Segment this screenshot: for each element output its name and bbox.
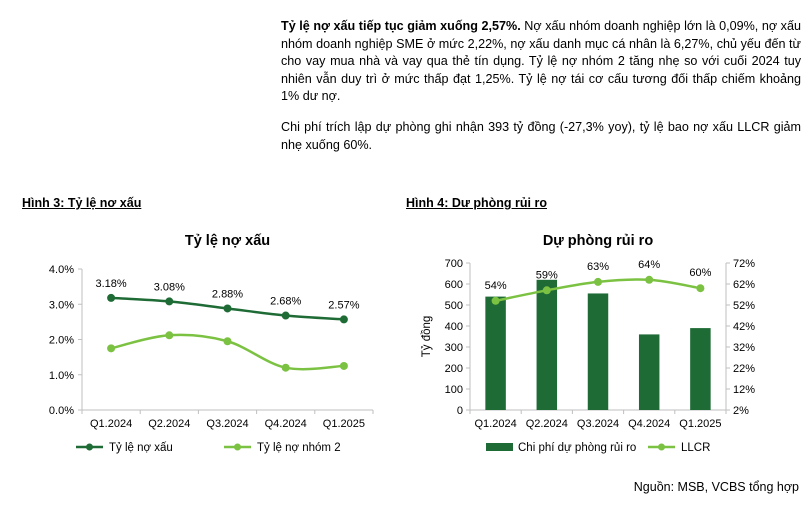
bar-provision [485,296,506,410]
legend-label-bars: Chi phí dự phòng rủi ro [518,442,636,454]
y-tick-label: 0.0% [49,405,74,417]
y-tick-label: 100 [445,384,463,396]
series-1-point [223,304,232,313]
bar-provision [587,293,609,410]
y2-tick-label: 62% [733,279,755,291]
x-tick-label: Q1.2024 [90,418,132,430]
series-2-point [223,337,232,346]
llcr-point [594,277,602,286]
y-tick-label: 0 [457,405,463,417]
x-tick-label: Q3.2024 [577,418,619,430]
y2-tick-label: 42% [733,321,755,333]
y-tick-label: 1.0% [49,370,74,382]
llcr-point [696,284,705,293]
legend-marker-llcr [658,443,665,451]
series-1-point [339,315,348,324]
x-tick-label: Q1.2024 [474,418,516,430]
legend-label-1: Tỷ lệ nợ xấu [109,442,173,454]
series-2-point [281,363,290,372]
series-1-point [165,297,174,306]
paragraph-npl-lead: Tỷ lệ nợ xấu tiếp tục giảm xuống 2,57%. [281,19,521,33]
chart-title: Dự phòng rủi ro [543,233,654,249]
legend-swatch-bars [486,443,513,451]
bar-provision [638,334,660,410]
data-label: 64% [638,259,660,271]
chart-title: Tỷ lệ nợ xấu [185,233,270,249]
source-note: Nguồn: MSB, VCBS tổng hợp [633,480,799,494]
paragraph-npl-body: Nợ xấu nhóm doanh nghiệp lớn là 0,09%, n… [281,19,801,104]
legend-label-llcr: LLCR [681,442,710,454]
data-label: 59% [536,269,558,281]
series-1-point [107,293,116,302]
data-label: 63% [587,261,609,273]
series-2-point [107,344,116,353]
y2-tick-label: 12% [733,384,755,396]
y-tick-label: 700 [445,258,463,270]
y-tick-label: 300 [445,342,463,354]
data-label: 2.88% [212,288,243,300]
y-tick-label: 400 [445,321,463,333]
series-2-point [339,361,348,370]
paragraph-npl: Tỷ lệ nợ xấu tiếp tục giảm xuống 2,57%. … [281,18,801,106]
y-tick-label: 3.0% [49,299,74,311]
npl-ratio-chart-svg: Tỷ lệ nợ xấu 0.0% 1.0% 2.0% 3.0% 4.0% Q1.2024 Q… [49,233,374,454]
y-tick-label: 2.0% [49,335,74,347]
y2-tick-label: 72% [733,258,755,270]
y2-tick-label: 2% [733,405,749,417]
y2-tick-label: 52% [733,300,755,312]
y-axis-label: Tỷ đồng [421,316,433,358]
data-label: 3.18% [95,278,126,290]
legend-marker-2 [234,443,241,451]
llcr-point [542,286,551,295]
llcr-point [491,296,500,305]
data-label: 60% [689,267,711,279]
y2-tick-label: 32% [733,342,755,354]
npl-ratio-chart: Tỷ lệ nợ xấu 0.0% 1.0% 2.0% 3.0% 4.0% Q1.2024 Q… [28,223,388,463]
x-tick-label: Q2.2024 [148,418,190,430]
llcr-point [645,275,654,284]
legend-label-2: Tỷ lệ nợ nhóm 2 [257,442,341,454]
bar-provision [690,328,711,410]
y-tick-label: 200 [445,363,463,375]
provision-chart-svg: Dự phòng rủi ro 0 100 200 300 400 500 600 700 2% 1… [421,233,755,454]
x-tick-label: Q2.2024 [526,418,568,430]
x-tick-label: Q1.2025 [323,418,365,430]
y-tick-label: 600 [445,279,463,291]
y-tick-label: 4.0% [49,264,74,276]
data-label: 54% [485,280,507,292]
data-label: 2.57% [328,299,359,311]
bar-provision [536,279,558,410]
series-2-point [165,331,174,340]
x-tick-label: Q1.2025 [679,418,721,430]
data-label: 3.08% [154,281,185,293]
data-label: 2.68% [270,296,301,308]
series-1-point [281,311,290,320]
figure-4-heading: Hình 4: Dư phòng rủi ro [406,196,547,210]
y2-tick-label: 22% [733,363,755,375]
y-tick-label: 500 [445,300,463,312]
x-tick-label: Q3.2024 [206,418,248,430]
figure-3-heading: Hình 3: Tỷ lệ nơ xấu [22,196,142,210]
x-tick-label: Q4.2024 [628,418,670,430]
paragraph-provision: Chi phí trích lập dự phòng ghi nhận 393 … [281,120,801,152]
provision-chart: Dự phòng rủi ro 0 100 200 300 400 500 600 700 2% 1… [420,223,811,463]
legend-marker-1 [86,443,93,451]
x-tick-label: Q4.2024 [265,418,307,430]
